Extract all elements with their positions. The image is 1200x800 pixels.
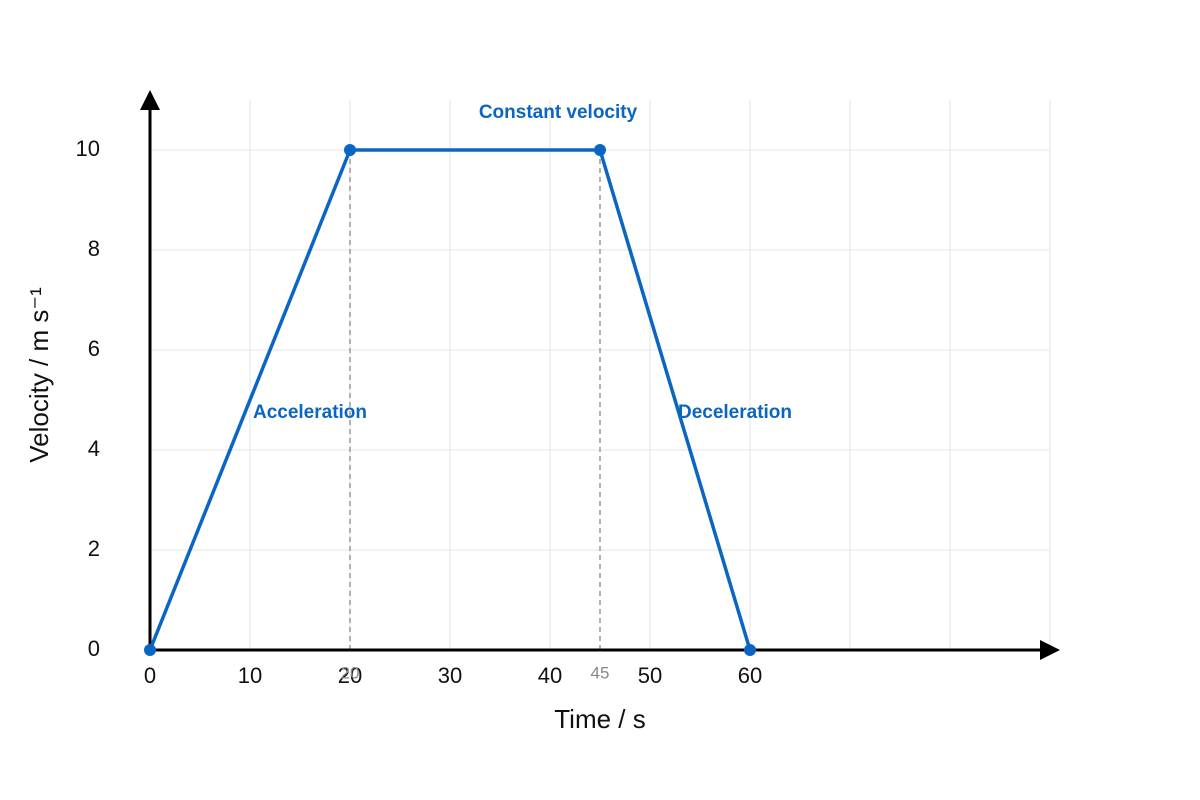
annotation: Acceleration bbox=[253, 402, 367, 423]
y-axis-arrow bbox=[140, 90, 160, 110]
line bbox=[148, 148, 752, 651]
x-tick-label: 40 bbox=[538, 663, 562, 688]
y-tick-label: 0 bbox=[88, 636, 100, 661]
point bbox=[344, 144, 356, 156]
y-tick-label: 6 bbox=[88, 336, 100, 361]
point bbox=[744, 644, 756, 656]
reference-label: 20 bbox=[341, 663, 360, 682]
reference-label: 45 bbox=[591, 663, 610, 682]
annotation: Deceleration bbox=[678, 402, 792, 423]
x-axis-arrow bbox=[1040, 640, 1060, 660]
annotation: Constant velocity bbox=[479, 102, 638, 123]
x-tick-label: 50 bbox=[638, 663, 662, 688]
point bbox=[594, 144, 606, 156]
y-axis-title: Velocity / m s⁻¹ bbox=[24, 287, 54, 463]
x-axis-title: Time / s bbox=[554, 704, 645, 734]
y-tick-label: 10 bbox=[76, 136, 100, 161]
y-tick-label: 4 bbox=[88, 436, 100, 461]
point bbox=[144, 644, 156, 656]
x-tick-label: 20 bbox=[338, 663, 362, 688]
x-tick-label: 0 bbox=[144, 663, 156, 688]
y-tick-label: 8 bbox=[88, 236, 100, 261]
x-tick-label: 10 bbox=[238, 663, 262, 688]
y-tick-label: 2 bbox=[88, 536, 100, 561]
x-tick-label: 60 bbox=[738, 663, 762, 688]
x-tick-label: 30 bbox=[438, 663, 462, 688]
